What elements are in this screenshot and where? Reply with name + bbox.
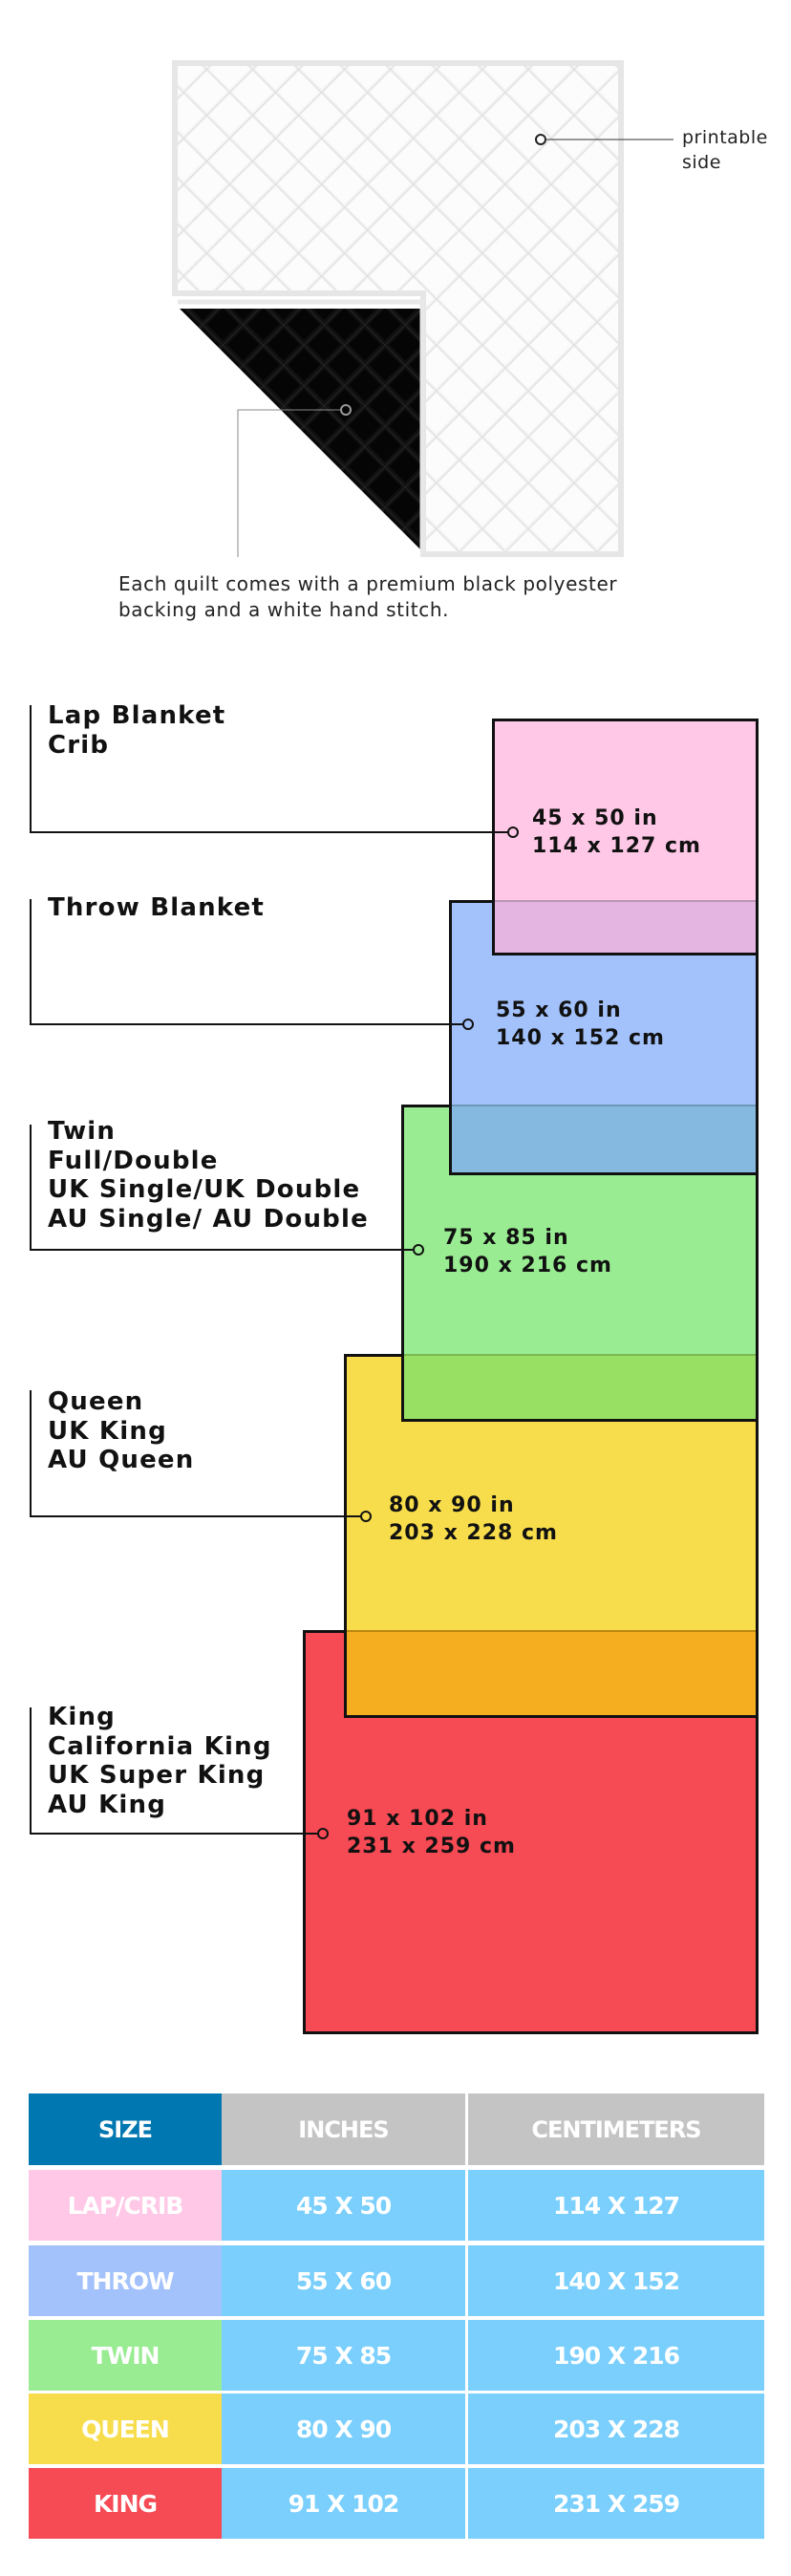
header-inches: INCHES xyxy=(222,2093,465,2165)
dims-cm: 114 x 127 cm xyxy=(532,834,701,858)
throw-leader-vertical xyxy=(30,899,32,1025)
cm-cell: 140 X 152 xyxy=(468,2245,764,2316)
printable-label-line: side xyxy=(682,152,721,173)
lap-dot xyxy=(507,826,519,838)
dims-inches: 91 x 102 in xyxy=(347,1807,488,1831)
twin-leader-vertical xyxy=(30,1125,32,1251)
printable-label-line: printable xyxy=(682,127,768,148)
dims-inches: 55 x 60 in xyxy=(496,998,622,1022)
dims-inches: 45 x 50 in xyxy=(532,806,658,830)
queen-leader-vertical xyxy=(30,1390,32,1517)
twin-dimensions: 75 x 85 in 190 x 216 cm xyxy=(443,1224,612,1279)
dims-inches: 75 x 85 in xyxy=(443,1226,569,1250)
quilt-illustration xyxy=(172,60,673,557)
lap-leader-vertical xyxy=(30,705,32,833)
header-centimeters: CENTIMETERS xyxy=(468,2093,764,2165)
size-name: Crib xyxy=(48,730,110,760)
size-name: UK Super King xyxy=(48,1761,266,1790)
size-cell: QUEEN xyxy=(29,2394,222,2464)
king-leader-horizontal xyxy=(30,1833,317,1835)
size-name: AU King xyxy=(48,1790,167,1819)
king-size-names: King California King UK Super King AU Ki… xyxy=(48,1703,272,1819)
size-cell: KING xyxy=(29,2468,222,2539)
king-leader-vertical xyxy=(30,1707,32,1835)
queen-dimensions: 80 x 90 in 203 x 228 cm xyxy=(389,1492,558,1547)
cm-cell: 190 X 216 xyxy=(468,2320,764,2391)
queen-size-names: Queen UK King AU Queen xyxy=(48,1387,194,1475)
cm-cell: 231 X 259 xyxy=(468,2468,764,2539)
queen-dot xyxy=(360,1511,372,1522)
king-dot xyxy=(317,1828,329,1839)
size-name: Twin xyxy=(48,1117,117,1146)
size-name: AU Single/ AU Double xyxy=(48,1204,369,1234)
queen-leader-horizontal xyxy=(30,1515,360,1517)
size-cell: TWIN xyxy=(29,2320,222,2391)
dims-cm: 231 x 259 cm xyxy=(347,1835,516,1858)
dims-inches: 80 x 90 in xyxy=(389,1493,515,1517)
throw-twin-overlap xyxy=(452,1105,756,1172)
caption-line: backing and a white hand stitch. xyxy=(118,598,450,621)
throw-dot xyxy=(462,1019,474,1030)
twin-leader-horizontal xyxy=(30,1249,413,1251)
size-name: AU Queen xyxy=(48,1446,195,1474)
size-name: Lap Blanket xyxy=(48,701,226,730)
inches-cell: 80 X 90 xyxy=(222,2394,465,2464)
size-cell: LAP/CRIB xyxy=(29,2170,222,2241)
twin-dot xyxy=(413,1244,424,1256)
dims-cm: 190 x 216 cm xyxy=(443,1254,612,1277)
inches-cell: 75 X 85 xyxy=(222,2320,465,2391)
size-name: Full/Double xyxy=(48,1146,219,1175)
inches-cell: 91 X 102 xyxy=(222,2468,465,2539)
lap-leader-horizontal xyxy=(30,831,507,833)
throw-leader-horizontal xyxy=(30,1023,462,1025)
size-name: UK Single/UK Double xyxy=(48,1175,361,1204)
queen-king-overlap xyxy=(347,1630,756,1715)
quilt-caption: Each quilt comes with a premium black po… xyxy=(118,571,617,623)
size-name: California King xyxy=(48,1731,272,1761)
lap-throw-overlap xyxy=(495,900,756,953)
inches-cell: 45 X 50 xyxy=(222,2170,465,2241)
inches-cell: 55 X 60 xyxy=(222,2245,465,2316)
header-size: SIZE xyxy=(29,2093,222,2165)
throw-dimensions: 55 x 60 in 140 x 152 cm xyxy=(496,997,665,1052)
twin-size-names: Twin Full/Double UK Single/UK Double AU … xyxy=(48,1117,369,1234)
lap-dimensions: 45 x 50 in 114 x 127 cm xyxy=(532,805,701,860)
dims-cm: 140 x 152 cm xyxy=(496,1026,665,1050)
dims-cm: 203 x 228 cm xyxy=(389,1521,558,1545)
cm-cell: 203 X 228 xyxy=(468,2394,764,2464)
king-dimensions: 91 x 102 in 231 x 259 cm xyxy=(347,1805,516,1860)
twin-queen-overlap xyxy=(404,1354,756,1419)
size-name: Queen xyxy=(48,1387,144,1416)
size-name: Throw Blanket xyxy=(48,893,266,922)
throw-size-names: Throw Blanket xyxy=(48,893,265,923)
size-name: UK King xyxy=(48,1416,167,1446)
size-name: King xyxy=(48,1703,116,1731)
quilt-backing xyxy=(180,309,420,549)
cm-cell: 114 X 127 xyxy=(468,2170,764,2241)
size-cell: THROW xyxy=(29,2245,222,2316)
printable-side-label: printable side xyxy=(682,125,768,175)
lap-size-names: Lap Blanket Crib xyxy=(48,701,225,760)
caption-line: Each quilt comes with a premium black po… xyxy=(118,572,618,595)
